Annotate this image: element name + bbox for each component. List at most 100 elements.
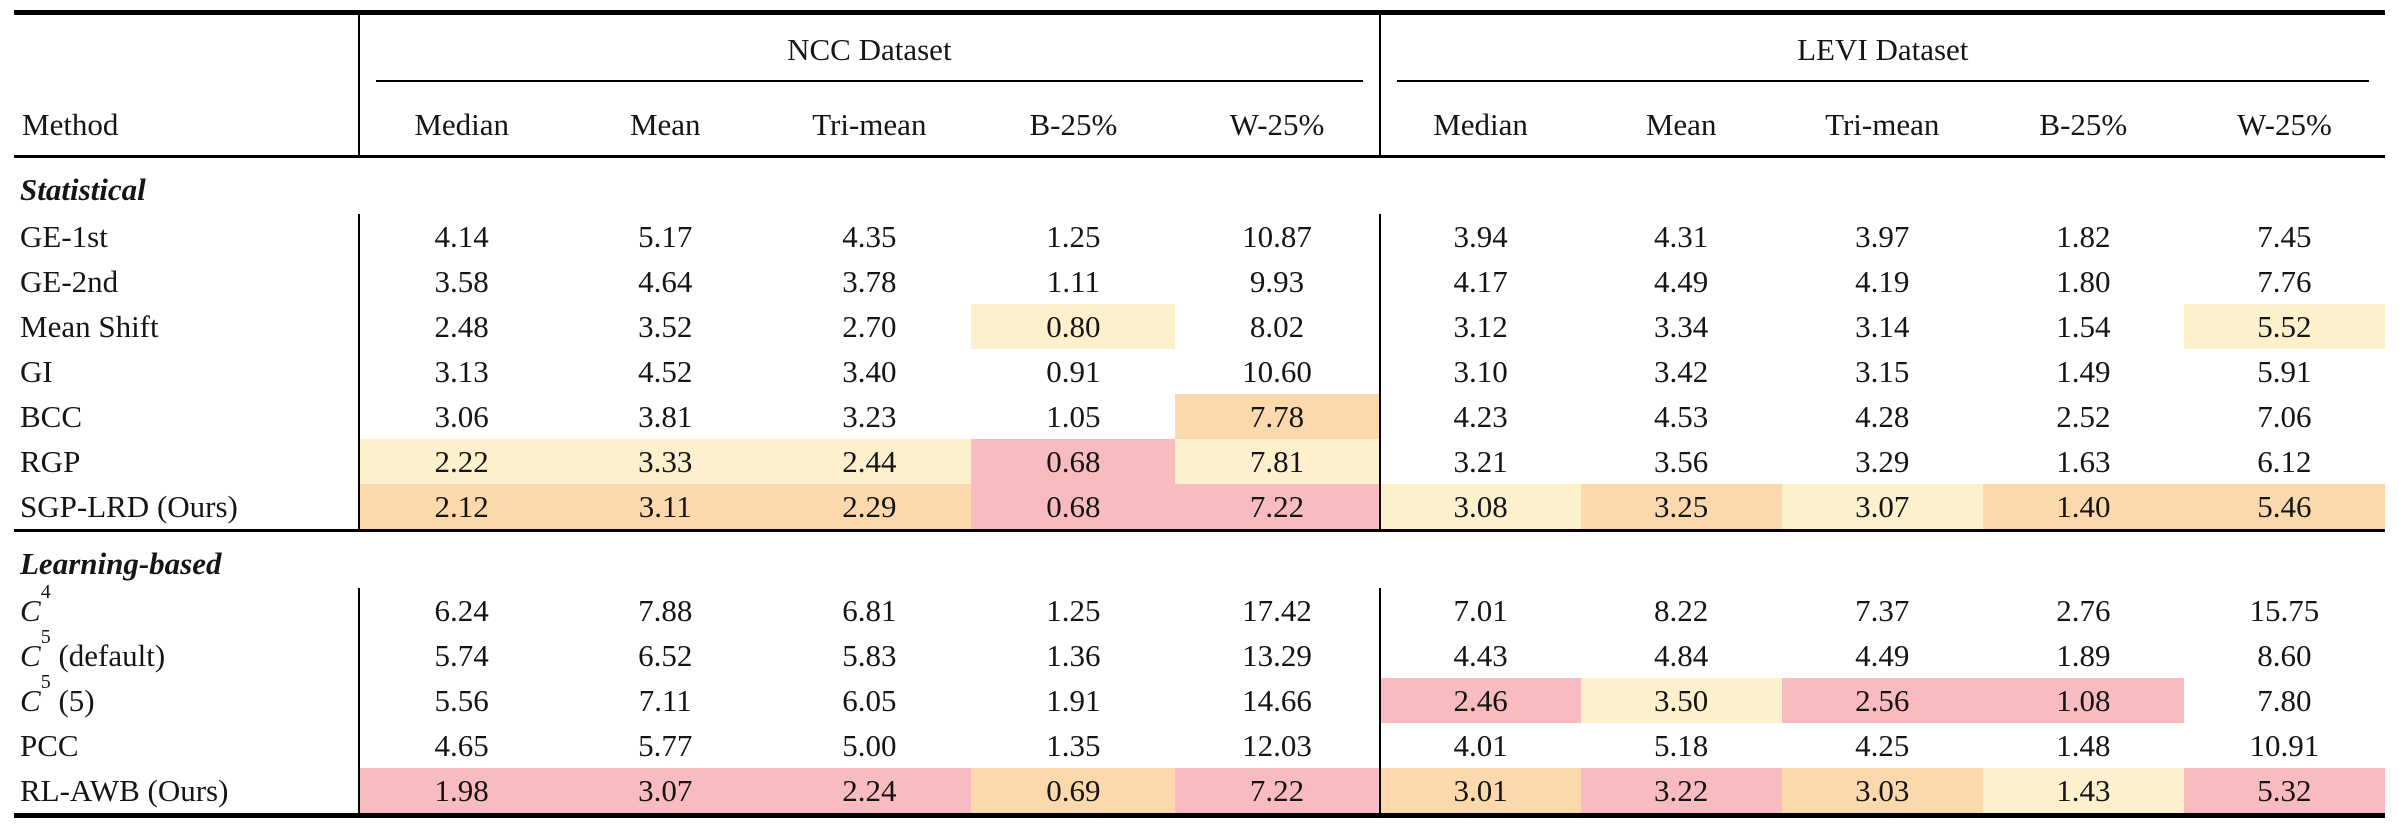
value-cell: 8.02 <box>1249 308 1305 344</box>
value-cell: 3.03 <box>1781 768 1983 816</box>
value-cell: 3.07 <box>1781 484 1983 531</box>
value-cell: 7.76 <box>2257 263 2312 299</box>
value-cell: 4.19 <box>1855 263 1910 299</box>
value-cell: 10.91 <box>2249 727 2320 763</box>
group-header-levi: LEVI Dataset <box>1378 12 2385 83</box>
results-table: NCC Dataset LEVI Dataset Method Median M… <box>14 10 2385 818</box>
value-cell: 4.35 <box>842 218 897 254</box>
value-cell: 1.82 <box>2056 218 2111 254</box>
table-row: BCC 3.06 3.81 3.23 1.05 7.78 4.23 4.53 4.28 2.52 7… <box>14 394 2385 439</box>
method-name: GE-2nd <box>20 263 119 299</box>
value-cell: 2.52 <box>2056 398 2111 434</box>
value-cell: 3.01 <box>1378 768 1581 816</box>
group-header-ncc: NCC Dataset <box>358 12 1380 83</box>
value-cell: 7.11 <box>638 682 692 718</box>
method-name: BCC <box>20 398 83 434</box>
value-cell: 2.56 <box>1781 678 1983 723</box>
value-cell: 1.89 <box>2056 637 2111 673</box>
value-cell: 3.07 <box>563 768 768 816</box>
column-header-levi-b25: B-25% <box>1982 83 2184 158</box>
value-cell: 8.60 <box>2257 637 2312 673</box>
value-cell: 5.91 <box>2257 353 2312 389</box>
value-cell: 15.75 <box>2249 592 2320 628</box>
value-cell: 4.25 <box>1855 727 1910 763</box>
value-cell: 4.31 <box>1654 218 1709 254</box>
column-header-ncc-w25: W-25% <box>1175 83 1380 158</box>
value-cell: 1.36 <box>1046 637 1101 673</box>
value-cell: 10.87 <box>1242 218 1312 254</box>
column-header-method: Method <box>14 83 360 158</box>
section-row: Statistical <box>14 157 2385 215</box>
table-row: GI 3.13 4.52 3.40 0.91 10.60 3.10 3.42 3.15 1.49 5… <box>14 349 2385 394</box>
value-cell: 0.80 <box>971 304 1176 349</box>
value-cell: 6.12 <box>2257 443 2312 479</box>
value-cell: 5.17 <box>638 218 693 254</box>
value-cell: 1.80 <box>2056 263 2111 299</box>
value-cell: 2.70 <box>842 308 897 344</box>
value-cell: 5.00 <box>842 727 897 763</box>
value-cell: 2.22 <box>358 439 564 484</box>
value-cell: 3.33 <box>563 439 768 484</box>
table-row: Mean Shift 2.48 3.52 2.70 0.80 8.02 3.12 3.34 3.… <box>14 304 2385 349</box>
value-cell: 3.29 <box>1855 443 1910 479</box>
value-cell: 3.56 <box>1654 443 1709 479</box>
method-name: SGP-LRD (Ours) <box>20 488 238 524</box>
group-title-ncc: NCC Dataset <box>376 16 1363 82</box>
value-cell: 12.03 <box>1242 727 1312 763</box>
column-header-levi-mean: Mean <box>1580 83 1782 158</box>
section-row: Learning-based <box>14 529 2385 588</box>
value-cell: 2.46 <box>1378 678 1581 723</box>
value-cell: 5.83 <box>842 637 897 673</box>
section-label: Statistical <box>20 172 146 207</box>
value-cell: 1.08 <box>1982 678 2184 723</box>
value-cell: 7.01 <box>1378 588 1581 633</box>
value-cell: 3.52 <box>638 308 693 344</box>
table-row: RL-AWB (Ours) 1.98 3.07 2.24 0.69 7.22 3.01 3.2… <box>14 768 2385 816</box>
value-cell: 5.56 <box>358 678 564 723</box>
value-cell: 1.05 <box>1046 398 1101 434</box>
value-cell: 1.49 <box>2056 353 2111 389</box>
value-cell: 2.12 <box>358 484 564 531</box>
value-cell: 3.34 <box>1654 308 1709 344</box>
value-cell: 6.05 <box>842 682 897 718</box>
value-cell: 3.15 <box>1855 353 1910 389</box>
value-cell: 1.11 <box>1046 263 1100 299</box>
value-cell: 3.13 <box>358 349 564 394</box>
value-cell: 0.69 <box>971 768 1176 816</box>
method-name: GI <box>20 353 53 389</box>
value-cell: 17.42 <box>1242 592 1312 628</box>
value-cell: 3.81 <box>638 398 693 434</box>
value-cell: 7.80 <box>2257 682 2312 718</box>
value-cell: 4.49 <box>1654 263 1709 299</box>
column-header-ncc-median: Median <box>358 83 564 158</box>
value-cell: 1.43 <box>1982 768 2184 816</box>
method-name: RL-AWB (Ours) <box>20 772 229 808</box>
table-row: C4 6.24 7.88 6.81 1.25 17.42 7.01 8.22 7.37 2.76 1… <box>14 582 2385 633</box>
value-cell: 7.88 <box>638 592 693 628</box>
column-header-ncc-mean: Mean <box>563 83 768 158</box>
value-cell: 3.22 <box>1580 768 1782 816</box>
value-cell: 3.14 <box>1855 308 1910 344</box>
column-header-row: Method Median Mean Tri-mean B-25% W-25% … <box>14 83 2385 158</box>
value-cell: 3.12 <box>1378 304 1581 349</box>
value-cell: 3.78 <box>842 263 897 299</box>
value-cell: 4.17 <box>1378 259 1581 304</box>
value-cell: 5.46 <box>2183 484 2385 531</box>
value-cell: 1.91 <box>1046 682 1101 718</box>
value-cell: 3.11 <box>563 484 768 531</box>
value-cell: 3.94 <box>1378 214 1581 259</box>
value-cell: 1.98 <box>358 768 564 816</box>
value-cell: 2.44 <box>767 439 972 484</box>
value-cell: 4.01 <box>1378 723 1581 768</box>
value-cell: 5.52 <box>2183 304 2385 349</box>
value-cell: 4.65 <box>358 723 564 768</box>
value-cell: 3.21 <box>1378 439 1581 484</box>
value-cell: 2.76 <box>2056 592 2111 628</box>
value-cell: 6.81 <box>842 592 897 628</box>
value-cell: 9.93 <box>1249 263 1305 299</box>
column-header-ncc-trimean: Tri-mean <box>767 83 972 158</box>
value-cell: 4.49 <box>1855 637 1910 673</box>
value-cell: 2.24 <box>767 768 972 816</box>
value-cell: 7.37 <box>1855 592 1910 628</box>
